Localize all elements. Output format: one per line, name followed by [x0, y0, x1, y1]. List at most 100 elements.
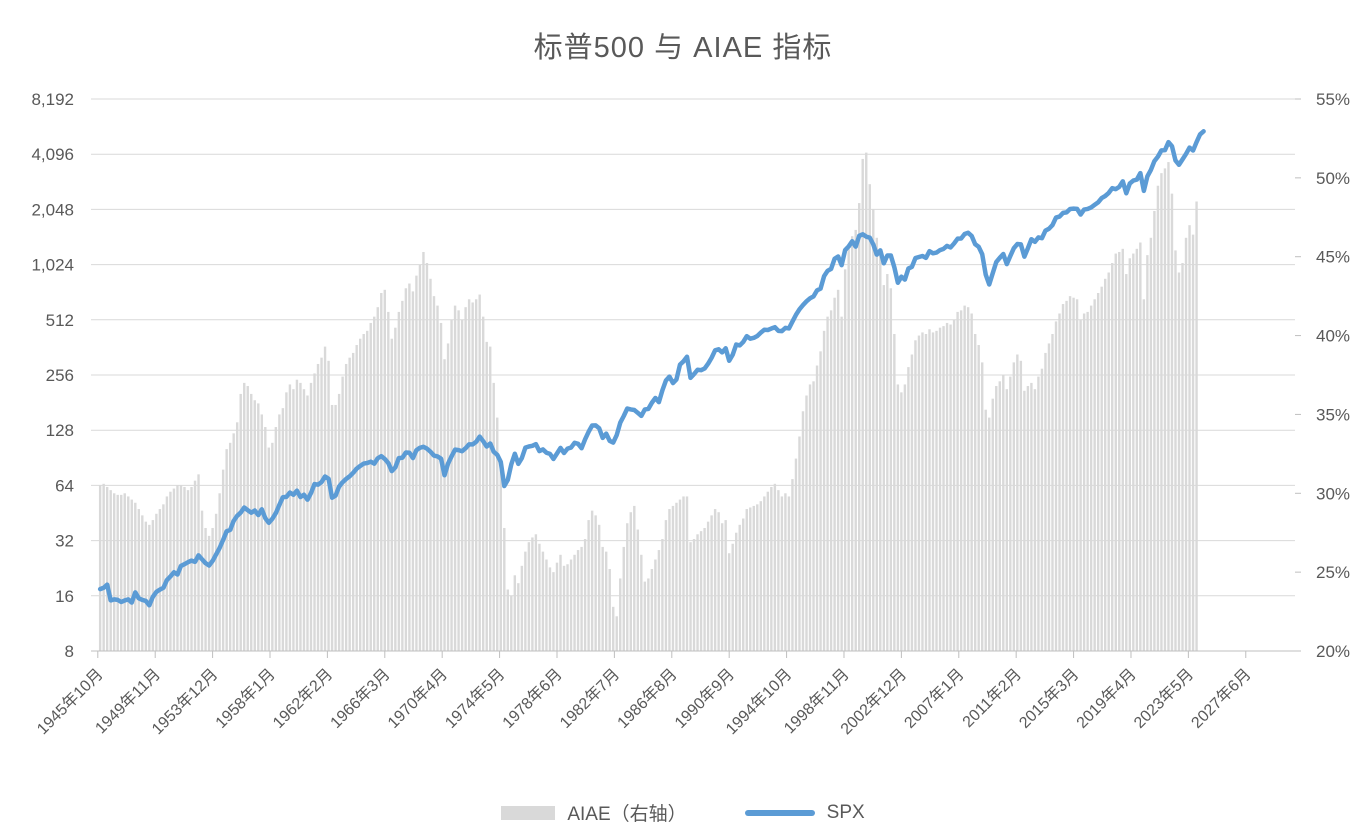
aiae-bar — [1111, 263, 1114, 651]
aiae-bar — [481, 316, 485, 651]
aiae-bar — [380, 292, 383, 651]
y-axis-right-tick-label: 45% — [1316, 248, 1350, 267]
aiae-bar — [735, 532, 738, 651]
aiae-bar — [756, 504, 759, 651]
aiae-bar — [629, 512, 632, 651]
aiae-bar — [313, 373, 316, 651]
x-axis-tick-label: 2011年2月 — [959, 665, 1025, 731]
legend-item-aiae: AIAE（右轴） — [501, 799, 687, 826]
aiae-bar — [1174, 250, 1177, 651]
aiae-bar — [369, 322, 372, 651]
aiae-bar — [847, 248, 850, 651]
aiae-bar — [559, 554, 562, 651]
aiae-bar — [113, 493, 116, 651]
aiae-bar — [383, 289, 386, 651]
aiae-bar — [531, 537, 534, 651]
aiae-bar — [337, 393, 341, 651]
aiae-bar — [713, 509, 717, 651]
aiae-bar — [678, 499, 682, 651]
aiae-bar — [116, 494, 119, 651]
aiae-bar — [619, 578, 622, 651]
aiae-bar — [720, 523, 724, 651]
aiae-bar — [267, 447, 271, 651]
aiae-bar — [643, 581, 647, 651]
aiae-bar — [626, 523, 629, 651]
aiae-bar — [1142, 299, 1146, 651]
aiae-bar — [879, 251, 882, 652]
aiae-bar — [1132, 253, 1135, 651]
aiae-bar — [250, 393, 253, 651]
aiae-bar — [1114, 253, 1117, 651]
aiae-bar — [510, 595, 513, 651]
aiae-bar — [671, 505, 675, 651]
aiae-bar — [1086, 311, 1089, 651]
aiae-bar — [657, 550, 661, 651]
aiae-bar — [151, 520, 155, 651]
aiae-bar — [1128, 258, 1131, 651]
aiae-bar — [464, 307, 467, 651]
aiae-bar — [330, 404, 334, 651]
x-axis-tick-label: 1974年5月 — [442, 665, 509, 732]
aiae-bar — [538, 543, 541, 651]
aiae-bar — [861, 158, 864, 651]
aiae-bar — [281, 408, 285, 651]
x-axis-tick-label: 1982年7月 — [556, 665, 623, 732]
aiae-bar — [246, 386, 249, 651]
aiae-bar — [397, 311, 401, 651]
aiae-bar — [1044, 352, 1047, 651]
aiae-bar — [738, 524, 741, 651]
aiae-bar — [865, 152, 868, 651]
aiae-bar — [292, 389, 295, 651]
aiae-bar — [221, 469, 225, 651]
aiae-bar — [1125, 274, 1128, 651]
aiae-bar — [130, 499, 133, 651]
aiae-bar — [408, 283, 411, 651]
aiae-bar — [232, 433, 235, 651]
aiae-bar — [555, 562, 559, 651]
aiae-bar — [137, 509, 140, 651]
aiae-bar — [366, 330, 369, 651]
aiae-bar — [784, 493, 787, 651]
chart-plot-area: 8,192 4,096 2,048 1,024 512 256 128 64 32 16 8 55% 5… — [31, 90, 1350, 738]
aiae-bar — [394, 327, 397, 651]
chart-title: 标普500 与 AIAE 指标 — [533, 32, 833, 64]
aiae-bar — [376, 307, 379, 651]
aiae-bar — [415, 275, 418, 651]
aiae-bar — [685, 496, 689, 651]
aiae-bar — [207, 535, 211, 651]
aiae-bar — [186, 490, 190, 651]
aiae-bar — [228, 442, 232, 651]
spx-line — [97, 129, 1206, 608]
aiae-bar — [1065, 300, 1068, 651]
aiae-bar — [675, 502, 678, 651]
aiae-bar — [320, 357, 323, 651]
y-axis-left-tick-label: 8,192 — [31, 90, 74, 109]
aiae-bar — [1153, 210, 1156, 652]
aiae-bar — [938, 327, 942, 651]
aiae-bar — [299, 382, 302, 651]
aiae-bar — [545, 559, 548, 651]
aiae-bar — [323, 346, 327, 651]
aiae-bar — [970, 313, 973, 651]
aiae-bar — [654, 559, 657, 651]
aiae-bar — [1023, 390, 1026, 651]
aiae-bar — [1040, 368, 1044, 651]
legend-item-spx: SPX — [744, 802, 865, 824]
aiae-bar — [805, 395, 808, 651]
aiae-bar — [489, 346, 492, 651]
aiae-bar — [506, 589, 509, 651]
aiae-bar — [661, 539, 664, 651]
aiae-bar — [288, 384, 292, 651]
x-axis-tick-label: 1958年1月 — [212, 665, 279, 732]
y-axis-right-tick-label: 50% — [1316, 169, 1350, 188]
aiae-bar — [517, 583, 520, 651]
aiae-bar — [236, 422, 239, 651]
aiae-bar — [924, 333, 928, 651]
aiae-bar — [562, 565, 566, 651]
aiae-bar — [1139, 242, 1142, 651]
aiae-bar — [640, 554, 643, 651]
aiae-bar — [162, 504, 165, 651]
x-axis-tick-label: 2023年5月 — [1130, 665, 1197, 732]
aiae-bar — [309, 382, 313, 651]
aiae-bar — [1170, 193, 1174, 651]
